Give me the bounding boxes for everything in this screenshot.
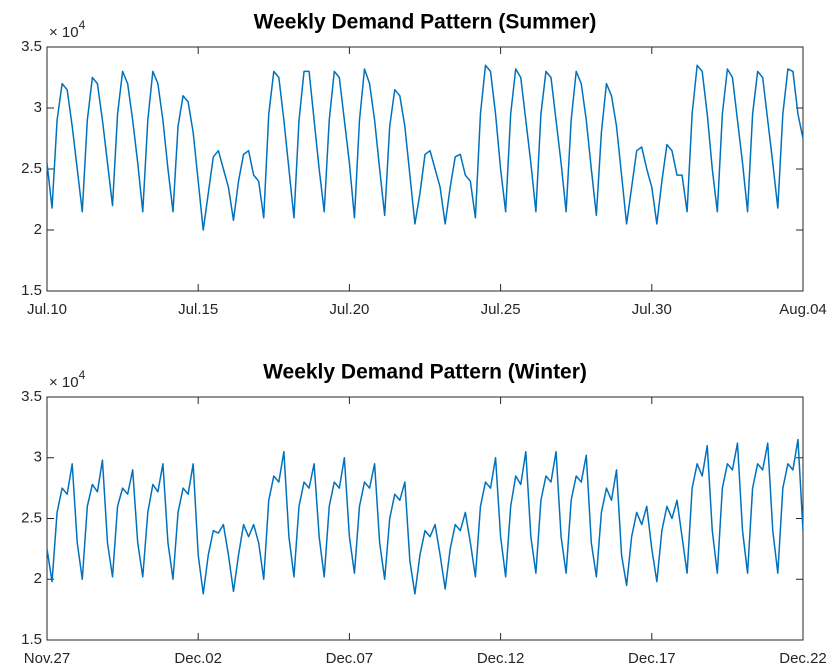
x-tick-label: Dec.17 xyxy=(628,650,676,667)
y-tick-label: 3 xyxy=(34,99,42,116)
plot-area xyxy=(46,46,804,292)
x-tick-label: Nov.27 xyxy=(24,650,70,667)
multiplier-base: × 10 xyxy=(49,24,79,41)
x-tick-label: Dec.22 xyxy=(779,650,827,667)
y-tick-label: 3 xyxy=(34,449,42,466)
y-tick-label: 1.5 xyxy=(21,282,42,299)
x-tick-label: Jul.30 xyxy=(632,301,672,318)
y-tick-label: 3.5 xyxy=(21,38,42,55)
x-tick-label: Dec.12 xyxy=(477,650,525,667)
x-tick-label: Jul.10 xyxy=(27,301,67,318)
chart-title: Weekly Demand Pattern (Summer) xyxy=(254,11,597,34)
y-multiplier: × 104 xyxy=(49,368,86,391)
x-tick-label: Dec.02 xyxy=(174,650,222,667)
x-tick-label: Dec.07 xyxy=(326,650,374,667)
chart-title: Weekly Demand Pattern (Winter) xyxy=(263,361,587,384)
x-tick-label: Aug.04 xyxy=(779,301,827,318)
y-tick-label: 3.5 xyxy=(21,388,42,405)
y-tick-label: 2.5 xyxy=(21,509,42,526)
y-multiplier: × 104 xyxy=(49,18,86,41)
multiplier-exponent: 4 xyxy=(79,18,86,32)
multiplier-base: × 10 xyxy=(49,374,79,391)
x-tick-label: Jul.25 xyxy=(481,301,521,318)
x-tick-label: Jul.20 xyxy=(329,301,369,318)
multiplier-exponent: 4 xyxy=(79,368,86,382)
series-line xyxy=(46,64,804,231)
y-tick-label: 1.5 xyxy=(21,631,42,648)
y-tick-label: 2.5 xyxy=(21,160,42,177)
x-tick-label: Jul.15 xyxy=(178,301,218,318)
plot-area xyxy=(46,396,804,641)
y-tick-label: 2 xyxy=(34,221,42,238)
series-line xyxy=(46,438,804,595)
y-tick-label: 2 xyxy=(34,570,42,587)
